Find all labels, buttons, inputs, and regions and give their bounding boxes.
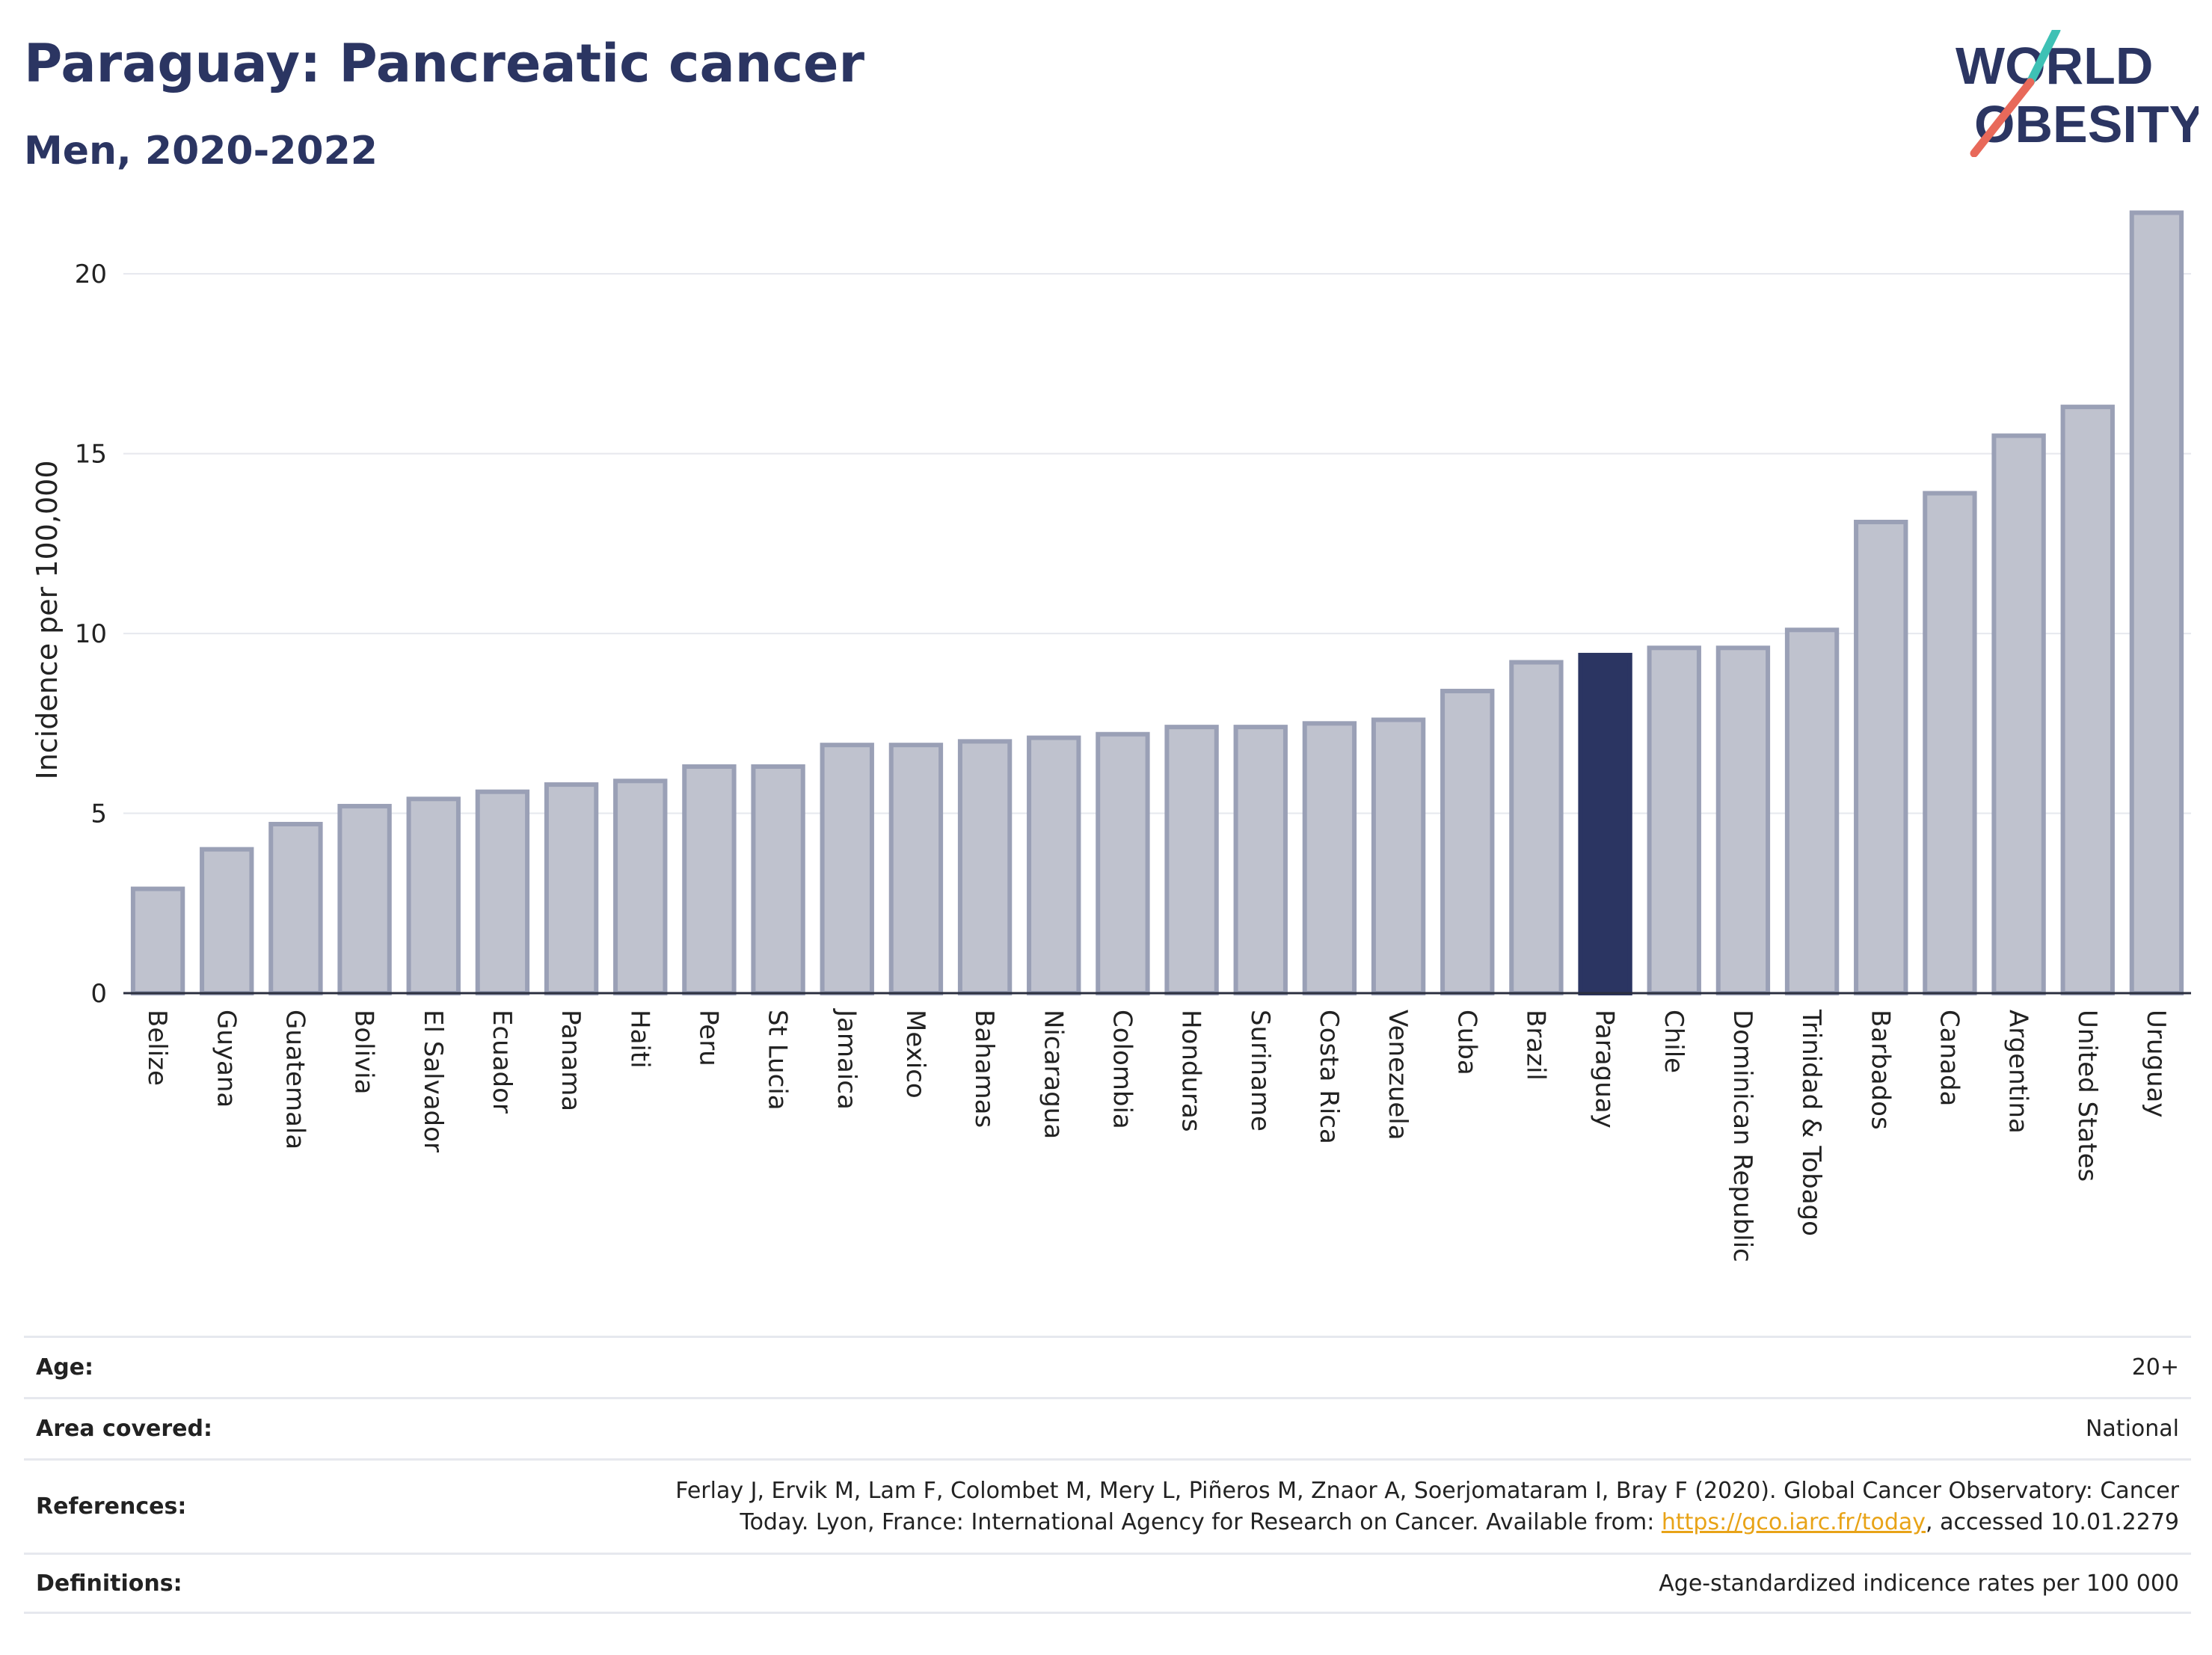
logo-slash-coral-icon: [1970, 78, 2035, 157]
y-tick-label: 5: [90, 799, 107, 829]
bar: [1371, 717, 1426, 995]
page-subtitle: Men, 2020-2022: [24, 129, 378, 174]
info-table: Age: 20+ Area covered: National Referenc…: [24, 1336, 2191, 1614]
bar: [2060, 405, 2115, 995]
bar: [337, 803, 392, 995]
x-tick-label: Barbados: [1865, 1010, 1895, 1130]
bar: [1302, 721, 1357, 995]
definitions-value: Age-standardized indicence rates per 100…: [1659, 1570, 2179, 1597]
y-axis-label: Incidence per 100,000: [31, 460, 64, 779]
page-title: Paraguay: Pancreatic cancer: [24, 33, 865, 94]
bar: [1509, 660, 1564, 996]
bar: [613, 779, 668, 996]
references-line-2: Today. Lyon, France: International Agenc…: [675, 1507, 2179, 1538]
area-label: Area covered:: [36, 1416, 212, 1442]
y-tick-label: 0: [90, 979, 107, 1009]
bar: [544, 782, 599, 996]
x-tick-label: Cuba: [1451, 1010, 1481, 1075]
references-value: Ferlay J, Ervik M, Lam F, Colombet M, Me…: [675, 1476, 2179, 1538]
bar: [1164, 725, 1219, 995]
x-tick-label: St Lucia: [763, 1010, 793, 1111]
x-tick-label: Canada: [1934, 1010, 1964, 1106]
x-tick-label: Colombia: [1107, 1010, 1137, 1129]
x-tick-label: Guatemala: [280, 1010, 310, 1149]
x-tick-label: Ecuador: [487, 1010, 517, 1114]
info-row-age: Age: 20+: [24, 1336, 2191, 1397]
x-tick-label: Panama: [556, 1010, 586, 1111]
y-tick-label: 15: [75, 440, 107, 470]
bar: [1923, 491, 1977, 995]
x-tick-label: United States: [2072, 1010, 2102, 1182]
references-line-2-pre: Today. Lyon, France: International Agenc…: [740, 1508, 1662, 1535]
x-tick-label: Jamaica: [832, 1008, 861, 1110]
x-tick-label: Venezuela: [1383, 1010, 1413, 1140]
info-row-definitions: Definitions: Age-standardized indicence …: [24, 1553, 2191, 1614]
bar: [130, 886, 185, 996]
x-tick-label: Belize: [142, 1010, 172, 1086]
bar: [1715, 645, 1771, 995]
x-tick-label: Brazil: [1520, 1010, 1550, 1081]
x-tick-label: Argentina: [2003, 1010, 2033, 1134]
y-tick-label: 20: [75, 260, 107, 289]
x-tick-label: Chile: [1659, 1010, 1689, 1073]
x-tick-label: Uruguay: [2141, 1010, 2171, 1118]
references-line-1: Ferlay J, Ervik M, Lam F, Colombet M, Me…: [675, 1477, 2179, 1504]
y-tick-labels: 0 5 10 15 20: [75, 260, 107, 1009]
area-value: National: [2085, 1416, 2179, 1442]
bar: [1578, 652, 1632, 995]
x-tick-label: Haiti: [624, 1010, 654, 1069]
bar: [751, 764, 805, 995]
x-tick-label: Honduras: [1176, 1010, 1206, 1132]
world-obesity-logo: WORLD OBESITY: [1956, 30, 2199, 157]
references-line-2-post: , accessed 10.01.2279: [1926, 1508, 2179, 1535]
bar: [1784, 627, 1840, 995]
bar: [888, 743, 944, 995]
x-tick-label: El Salvador: [418, 1010, 448, 1152]
x-tick-label: Peru: [693, 1010, 723, 1066]
info-row-references: References: Ferlay J, Ervik M, Lam F, Co…: [24, 1458, 2191, 1553]
references-label: References:: [36, 1493, 187, 1520]
bar: [475, 789, 530, 995]
age-label: Age:: [36, 1354, 94, 1381]
info-row-area: Area covered: National: [24, 1397, 2191, 1458]
bar: [820, 743, 874, 995]
bar: [268, 821, 323, 996]
x-tick-labels: Belize Guyana Guatemala Bolivia El Salvador E…: [142, 1008, 2171, 1262]
x-tick-label: Paraguay: [1590, 1010, 1620, 1129]
bar-chart: 0 5 10 15 20 Belize Guyana Guatemala Bolivia El …: [31, 210, 2191, 1262]
bar: [957, 739, 1013, 995]
x-tick-label: Mexico: [900, 1010, 930, 1099]
definitions-label: Definitions:: [36, 1570, 182, 1597]
x-tick-label: Nicaragua: [1038, 1010, 1068, 1139]
bar: [682, 764, 737, 995]
x-tick-label: Dominican Republic: [1727, 1010, 1757, 1262]
age-value: 20+: [2131, 1354, 2179, 1381]
x-tick-label: Trinidad & Tobago: [1796, 1009, 1826, 1236]
bar: [1440, 689, 1495, 995]
bar: [1027, 735, 1081, 996]
logo-word-world: WORLD: [1956, 37, 2153, 95]
grid-lines: [123, 273, 2191, 814]
bar: [1233, 725, 1288, 995]
logo-slash-teal-icon: [2026, 30, 2061, 87]
references-link[interactable]: https://gco.iarc.fr/today: [1661, 1508, 1926, 1535]
y-tick-label: 10: [75, 619, 107, 649]
x-tick-label: Bahamas: [969, 1010, 999, 1128]
bar: [1854, 520, 1908, 995]
bar: [1991, 433, 2046, 995]
x-tick-label: Bolivia: [349, 1010, 379, 1094]
bar: [406, 796, 461, 995]
x-tick-label: Guyana: [211, 1010, 241, 1108]
bar: [2129, 210, 2184, 996]
x-tick-label: Suriname: [1245, 1010, 1275, 1132]
bars: [130, 210, 2184, 996]
bar: [200, 847, 254, 995]
bar: [1096, 731, 1150, 996]
x-tick-label: Costa Rica: [1314, 1010, 1344, 1144]
bar: [1647, 645, 1701, 995]
